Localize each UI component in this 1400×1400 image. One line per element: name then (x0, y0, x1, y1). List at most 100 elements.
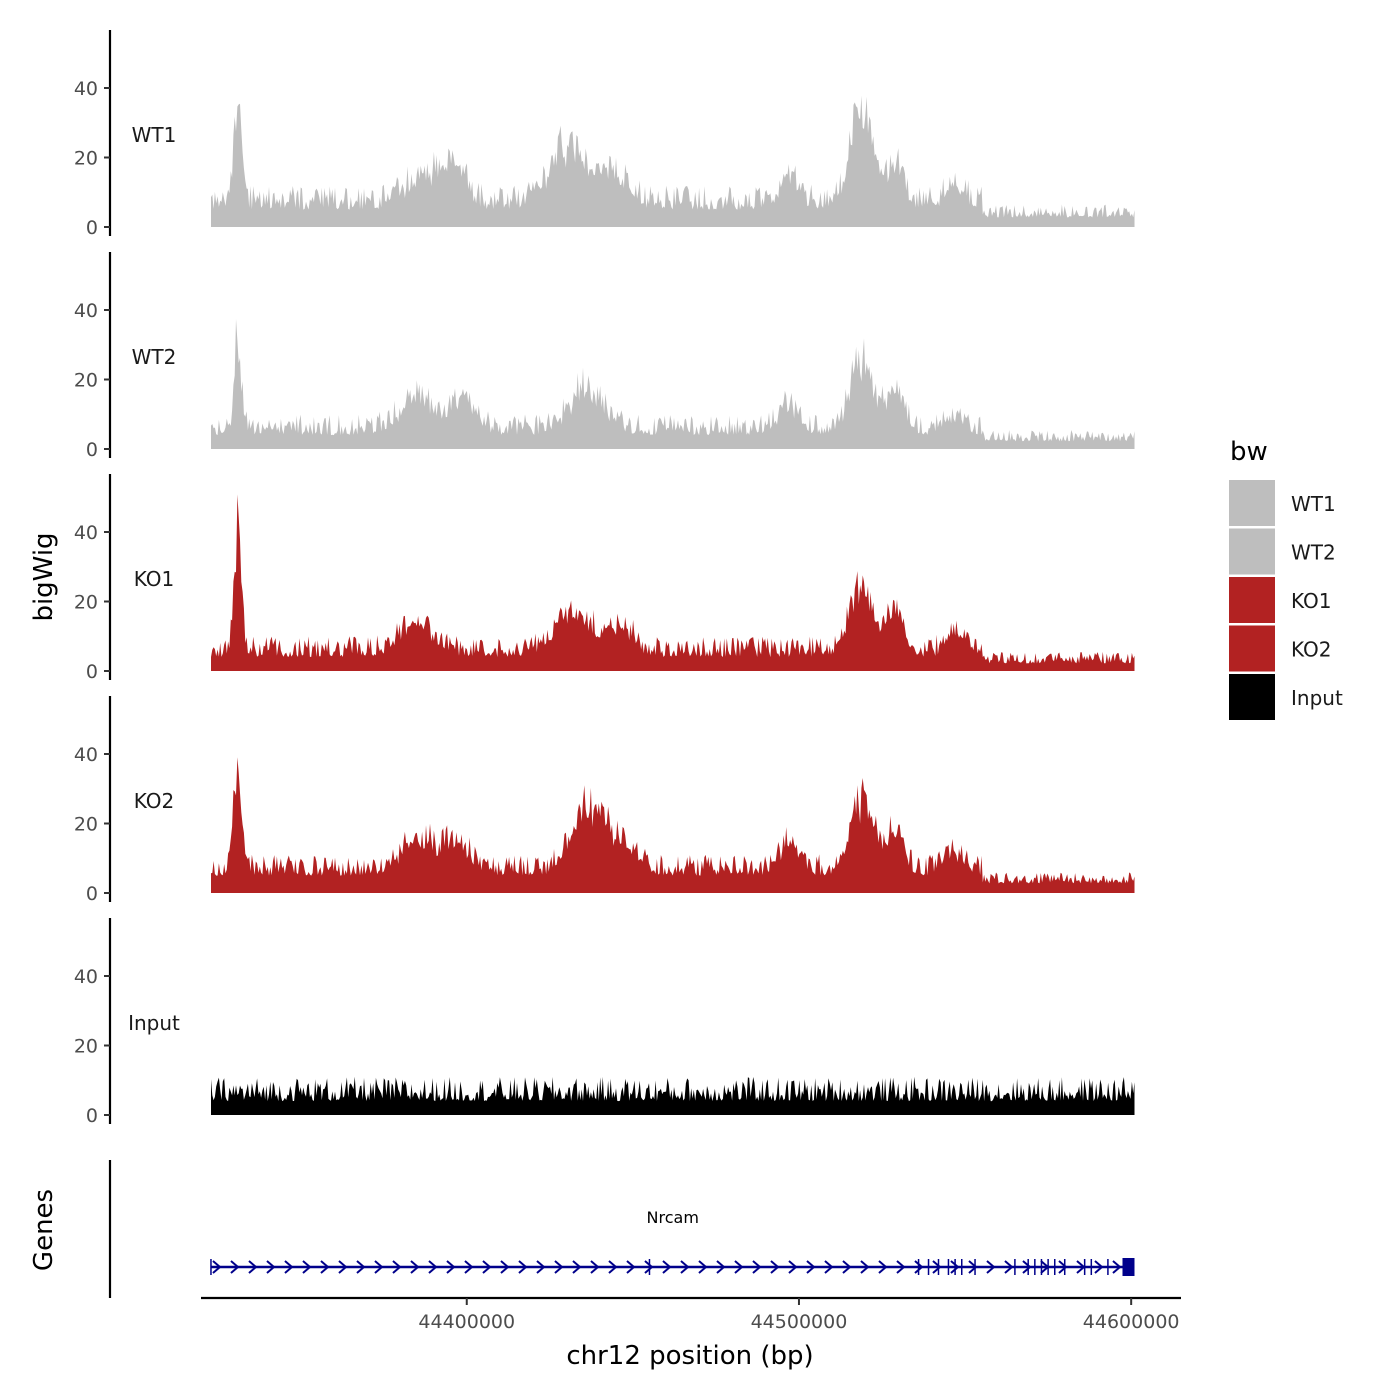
coverage-area-KO1 (211, 494, 1135, 671)
strand-arrow (644, 1260, 654, 1274)
legend-swatch (1229, 674, 1275, 720)
strand-arrow (752, 1260, 762, 1274)
strand-arrow (554, 1260, 564, 1274)
strand-arrow (716, 1260, 726, 1274)
legend-swatch (1229, 528, 1275, 575)
legend-title: bw (1230, 437, 1268, 467)
strand-arrow (1094, 1260, 1104, 1274)
legend-swatch (1229, 577, 1275, 623)
y-tick-label: 40 (74, 522, 98, 544)
legend-label: KO1 (1291, 589, 1332, 613)
coverage-tracks: 0 20 40 WT1 0 20 40 WT2 0 20 40 KO1 0 20 40 KO2 0 20 40 Inp… (74, 30, 1135, 1127)
strand-arrow (230, 1260, 240, 1274)
strand-arrow (500, 1260, 510, 1274)
legend: bw WT1 WT2 KO1 KO2 Input (1229, 437, 1343, 720)
strand-arrow (1112, 1260, 1122, 1274)
strand-arrow (662, 1260, 672, 1274)
strand-arrow (392, 1260, 402, 1274)
strand-arrow (950, 1260, 960, 1274)
strand-arrow (284, 1260, 294, 1274)
y-tick-label: 40 (74, 78, 98, 100)
x-tick-label: 44400000 (418, 1311, 515, 1333)
strand-arrow (968, 1260, 978, 1274)
strand-arrow (788, 1260, 798, 1274)
legend-item-KO2: KO2 (1229, 625, 1332, 672)
track-KO1: 0 20 40 KO1 (74, 474, 1135, 683)
strand-arrow (320, 1260, 330, 1274)
coverage-area-Input (211, 1076, 1135, 1115)
x-tick-label: 44500000 (751, 1311, 848, 1333)
legend-swatch (1229, 480, 1275, 526)
strand-arrow (770, 1260, 780, 1274)
gene-label: Nrcam (647, 1208, 699, 1227)
legend-label: Input (1291, 686, 1343, 710)
strand-arrow (518, 1260, 528, 1274)
y-tick-label: 40 (74, 966, 98, 988)
track-KO2: 0 20 40 KO2 (74, 696, 1135, 905)
strand-arrow (824, 1260, 834, 1274)
legend-item-Input: Input (1229, 674, 1343, 720)
legend-label: WT1 (1291, 492, 1336, 516)
strand-arrow (374, 1260, 384, 1274)
track-WT2: 0 20 40 WT2 (74, 252, 1135, 461)
strand-arrow (266, 1260, 276, 1274)
strand-arrow (860, 1260, 870, 1274)
legend-item-KO1: KO1 (1229, 577, 1332, 623)
y-tick-label: 40 (74, 744, 98, 766)
strand-arrow (734, 1260, 744, 1274)
strand-arrow (248, 1260, 258, 1274)
y-tick-label: 20 (74, 814, 98, 836)
strand-arrow (842, 1260, 852, 1274)
strand-arrow (446, 1260, 456, 1274)
strand-arrow (986, 1260, 996, 1274)
track-label: KO1 (134, 567, 175, 591)
x-tick-label: 44600000 (1083, 1311, 1180, 1333)
last-exon (1122, 1258, 1135, 1276)
strand-arrow (698, 1260, 708, 1274)
track-label: WT2 (132, 345, 177, 369)
strand-arrow (626, 1260, 636, 1274)
track-Input: 0 20 40 Input (74, 918, 1135, 1127)
coverage-area-WT2 (211, 319, 1135, 449)
x-axis: 44400000 44500000 44600000 (201, 1296, 1181, 1333)
track-label: WT1 (132, 123, 177, 147)
legend-item-WT1: WT1 (1229, 480, 1336, 526)
y-tick-label: 20 (74, 370, 98, 392)
strand-arrow (212, 1260, 222, 1274)
strand-arrow (302, 1260, 312, 1274)
legend-swatch (1229, 625, 1275, 672)
strand-arrow (428, 1260, 438, 1274)
y-tick-label: 20 (74, 592, 98, 614)
strand-arrow (608, 1260, 618, 1274)
y-tick-label: 20 (74, 148, 98, 170)
coverage-area-WT1 (211, 95, 1135, 227)
y-tick-label: 0 (86, 1105, 98, 1127)
y-tick-label: 0 (86, 883, 98, 905)
y-tick-label: 0 (86, 661, 98, 683)
strand-arrow (932, 1260, 942, 1274)
strand-arrow (410, 1260, 420, 1274)
strand-arrow (1004, 1260, 1014, 1274)
track-label: KO2 (134, 789, 175, 813)
strand-arrow (482, 1260, 492, 1274)
y-tick-label: 40 (74, 300, 98, 322)
strand-arrow (356, 1260, 366, 1274)
legend-item-WT2: WT2 (1229, 528, 1336, 575)
legend-label: WT2 (1291, 541, 1336, 565)
strand-arrow (896, 1260, 906, 1274)
strand-arrow (1058, 1260, 1068, 1274)
strand-arrow (878, 1260, 888, 1274)
legend-label: KO2 (1291, 638, 1332, 662)
strand-arrow (464, 1260, 474, 1274)
strand-arrow (338, 1260, 348, 1274)
strand-arrow (536, 1260, 546, 1274)
strand-arrow (914, 1260, 924, 1274)
track-label: Input (128, 1011, 180, 1035)
gene-track: Nrcam (108, 1160, 1135, 1298)
strand-arrow (590, 1260, 600, 1274)
strand-arrow (1022, 1260, 1032, 1274)
gene-Nrcam: Nrcam (210, 1208, 1135, 1276)
strand-arrow (806, 1260, 816, 1274)
y-axis-title: bigWig (29, 532, 59, 621)
